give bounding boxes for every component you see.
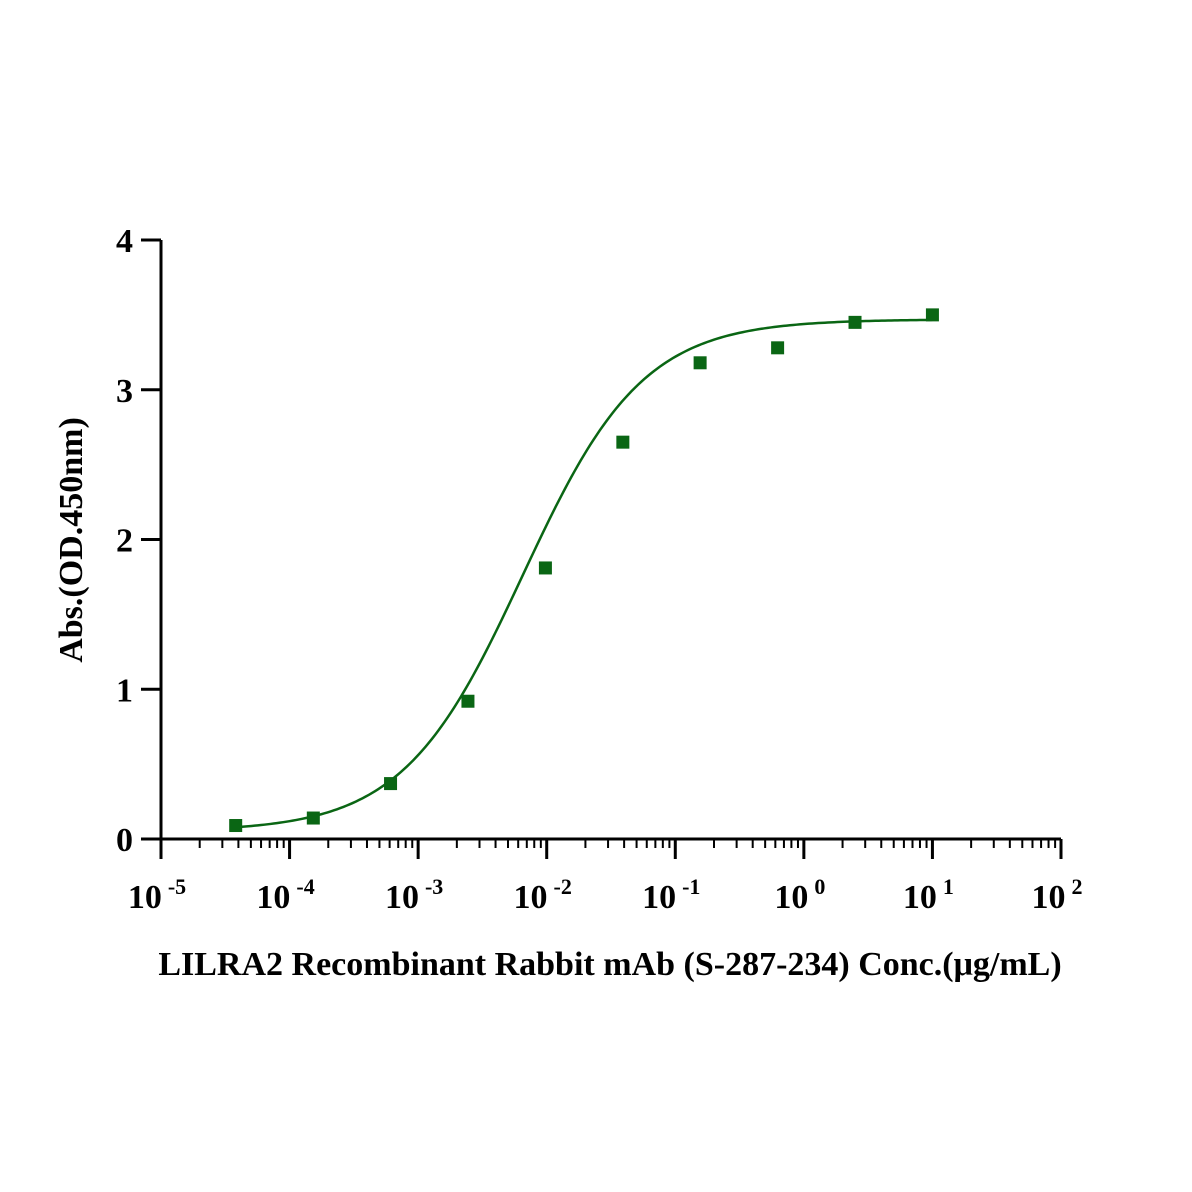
x-tick-exponent: 1 (943, 874, 954, 899)
data-point (461, 694, 475, 708)
x-tick-label: 10 1 (903, 874, 954, 916)
x-tick-base: 10 (128, 879, 162, 916)
x-tick-base: 10 (385, 879, 419, 916)
x-ticks: 10 -5 10 -4 10 -3 10 -2 10 -1 10 0 10 1 10 2 (128, 839, 1083, 916)
x-tick-label: 10 -4 (256, 874, 314, 916)
y-tick-label: 0 (116, 822, 133, 859)
x-tick-label: 10 2 (1032, 874, 1083, 916)
axes (159, 240, 1061, 841)
y-axis-title: Abs.(OD.450nm) (53, 417, 90, 663)
data-point (384, 777, 398, 791)
x-tick-exponent: 2 (1072, 874, 1083, 899)
x-tick-exponent: -5 (168, 874, 186, 899)
fit-curve-layer (235, 318, 933, 829)
data-point (848, 315, 862, 329)
x-tick-exponent: -3 (425, 874, 443, 899)
y-tick-label: 1 (116, 672, 133, 709)
data-point (925, 308, 939, 322)
x-tick-base: 10 (642, 879, 676, 916)
x-tick-label: 10 -1 (642, 874, 700, 916)
y-tick-label: 3 (116, 373, 133, 410)
x-tick-base: 10 (514, 879, 548, 916)
y-tick-label: 4 (116, 223, 133, 260)
x-tick-label: 10 -5 (128, 874, 186, 916)
x-tick-label: 10 -3 (385, 874, 443, 916)
x-tick-base: 10 (1032, 879, 1066, 916)
data-point (538, 561, 552, 575)
x-axis-title: LILRA2 Recombinant Rabbit mAb (S-287-234… (158, 946, 1061, 983)
x-tick-label: 10 0 (774, 874, 825, 916)
data-point (693, 356, 707, 370)
x-tick-exponent: -4 (296, 874, 314, 899)
x-tick-base: 10 (774, 879, 808, 916)
x-tick-base: 10 (256, 879, 290, 916)
data-point (771, 341, 785, 355)
data-point (306, 811, 320, 825)
x-tick-exponent: -1 (682, 874, 700, 899)
x-tick-exponent: -2 (554, 874, 572, 899)
fit-curve (235, 318, 933, 829)
x-tick-base: 10 (903, 879, 937, 916)
y-ticks: 0 1 2 3 4 (116, 223, 161, 859)
data-point (616, 435, 630, 449)
x-tick-label: 10 -2 (514, 874, 572, 916)
data-point (229, 819, 243, 833)
y-tick-label: 2 (116, 523, 133, 560)
data-points (229, 308, 939, 833)
x-tick-exponent: 0 (814, 874, 825, 899)
